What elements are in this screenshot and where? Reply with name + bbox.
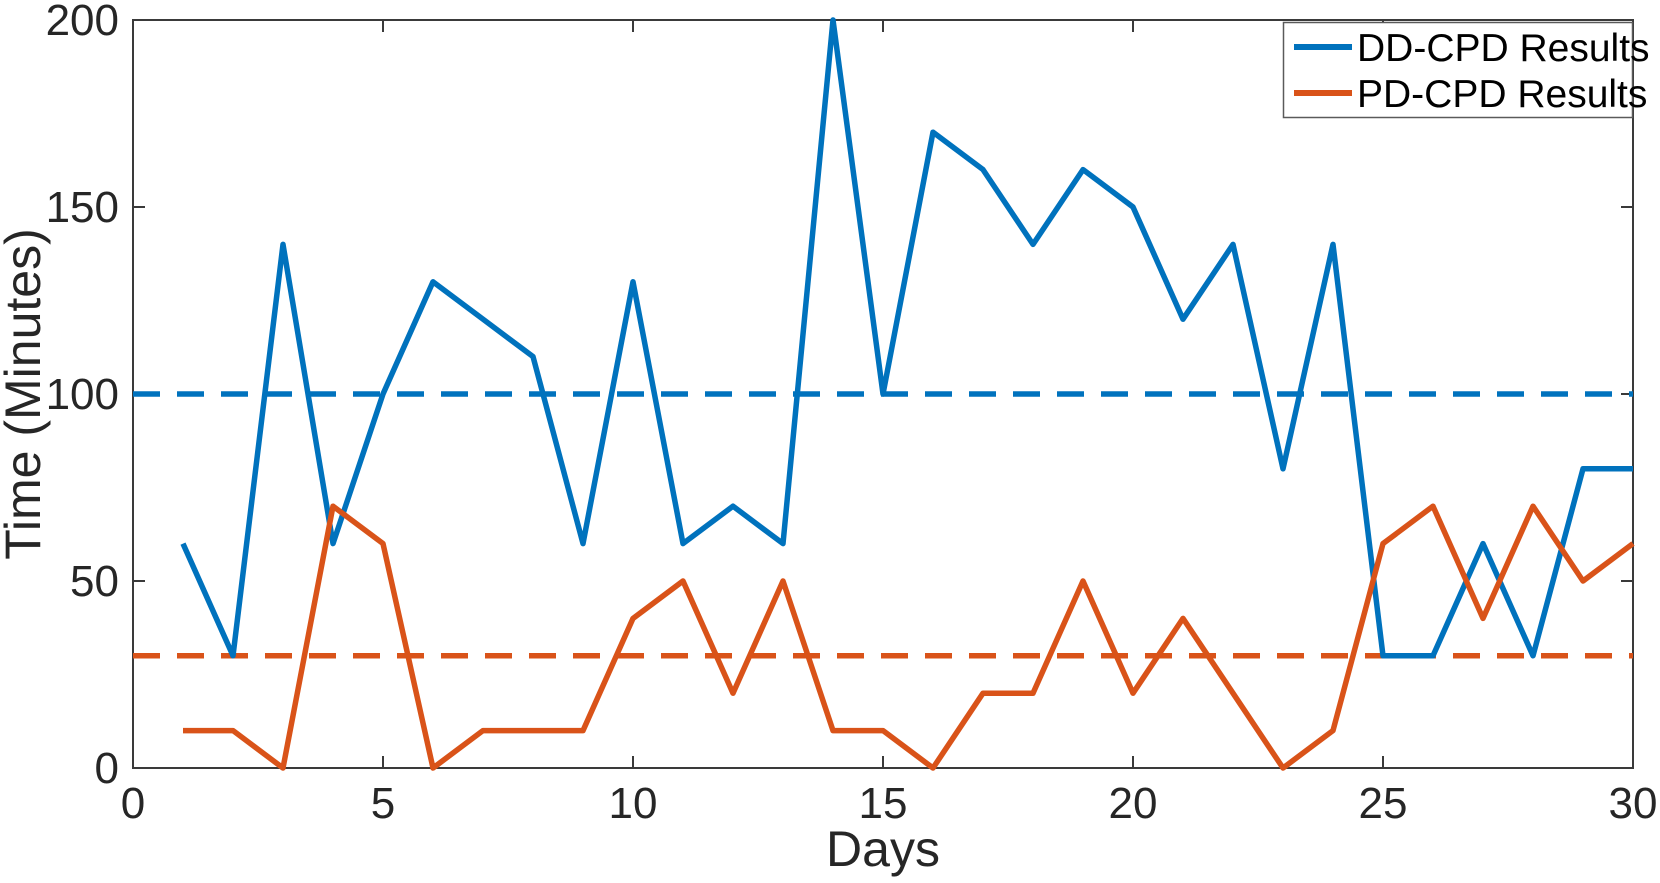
y-tick-label: 150	[46, 183, 119, 232]
x-tick-label: 15	[859, 779, 908, 828]
x-tick-label: 20	[1109, 779, 1158, 828]
y-tick-label: 100	[46, 370, 119, 419]
legend: DD-CPD Results PD-CPD Results	[1282, 21, 1650, 119]
legend-label-dd-cpd: DD-CPD Results	[1357, 27, 1650, 70]
x-axis-label: Days	[826, 821, 940, 877]
pd-cpd-results-line	[183, 503, 1635, 771]
x-tick-label: 25	[1359, 779, 1408, 828]
y-tick-label: 200	[46, 0, 119, 45]
dd-cpd-results-line	[180, 17, 1633, 659]
legend-box	[1282, 21, 1634, 119]
x-tick-label: 10	[609, 779, 658, 828]
x-tick-label: 0	[121, 779, 145, 828]
axis-tick-labels: 0 5 10 15 20 25 30 0 50 100 150 200	[46, 0, 1658, 828]
data-series-lines	[180, 17, 1635, 771]
y-tick-label: 0	[95, 744, 119, 793]
x-tick-label: 5	[371, 779, 395, 828]
y-axis-label: Time (Minutes)	[0, 228, 51, 560]
y-tick-label: 50	[70, 557, 119, 606]
x-tick-label: 30	[1609, 779, 1658, 828]
legend-label-pd-cpd: PD-CPD Results	[1357, 73, 1647, 116]
